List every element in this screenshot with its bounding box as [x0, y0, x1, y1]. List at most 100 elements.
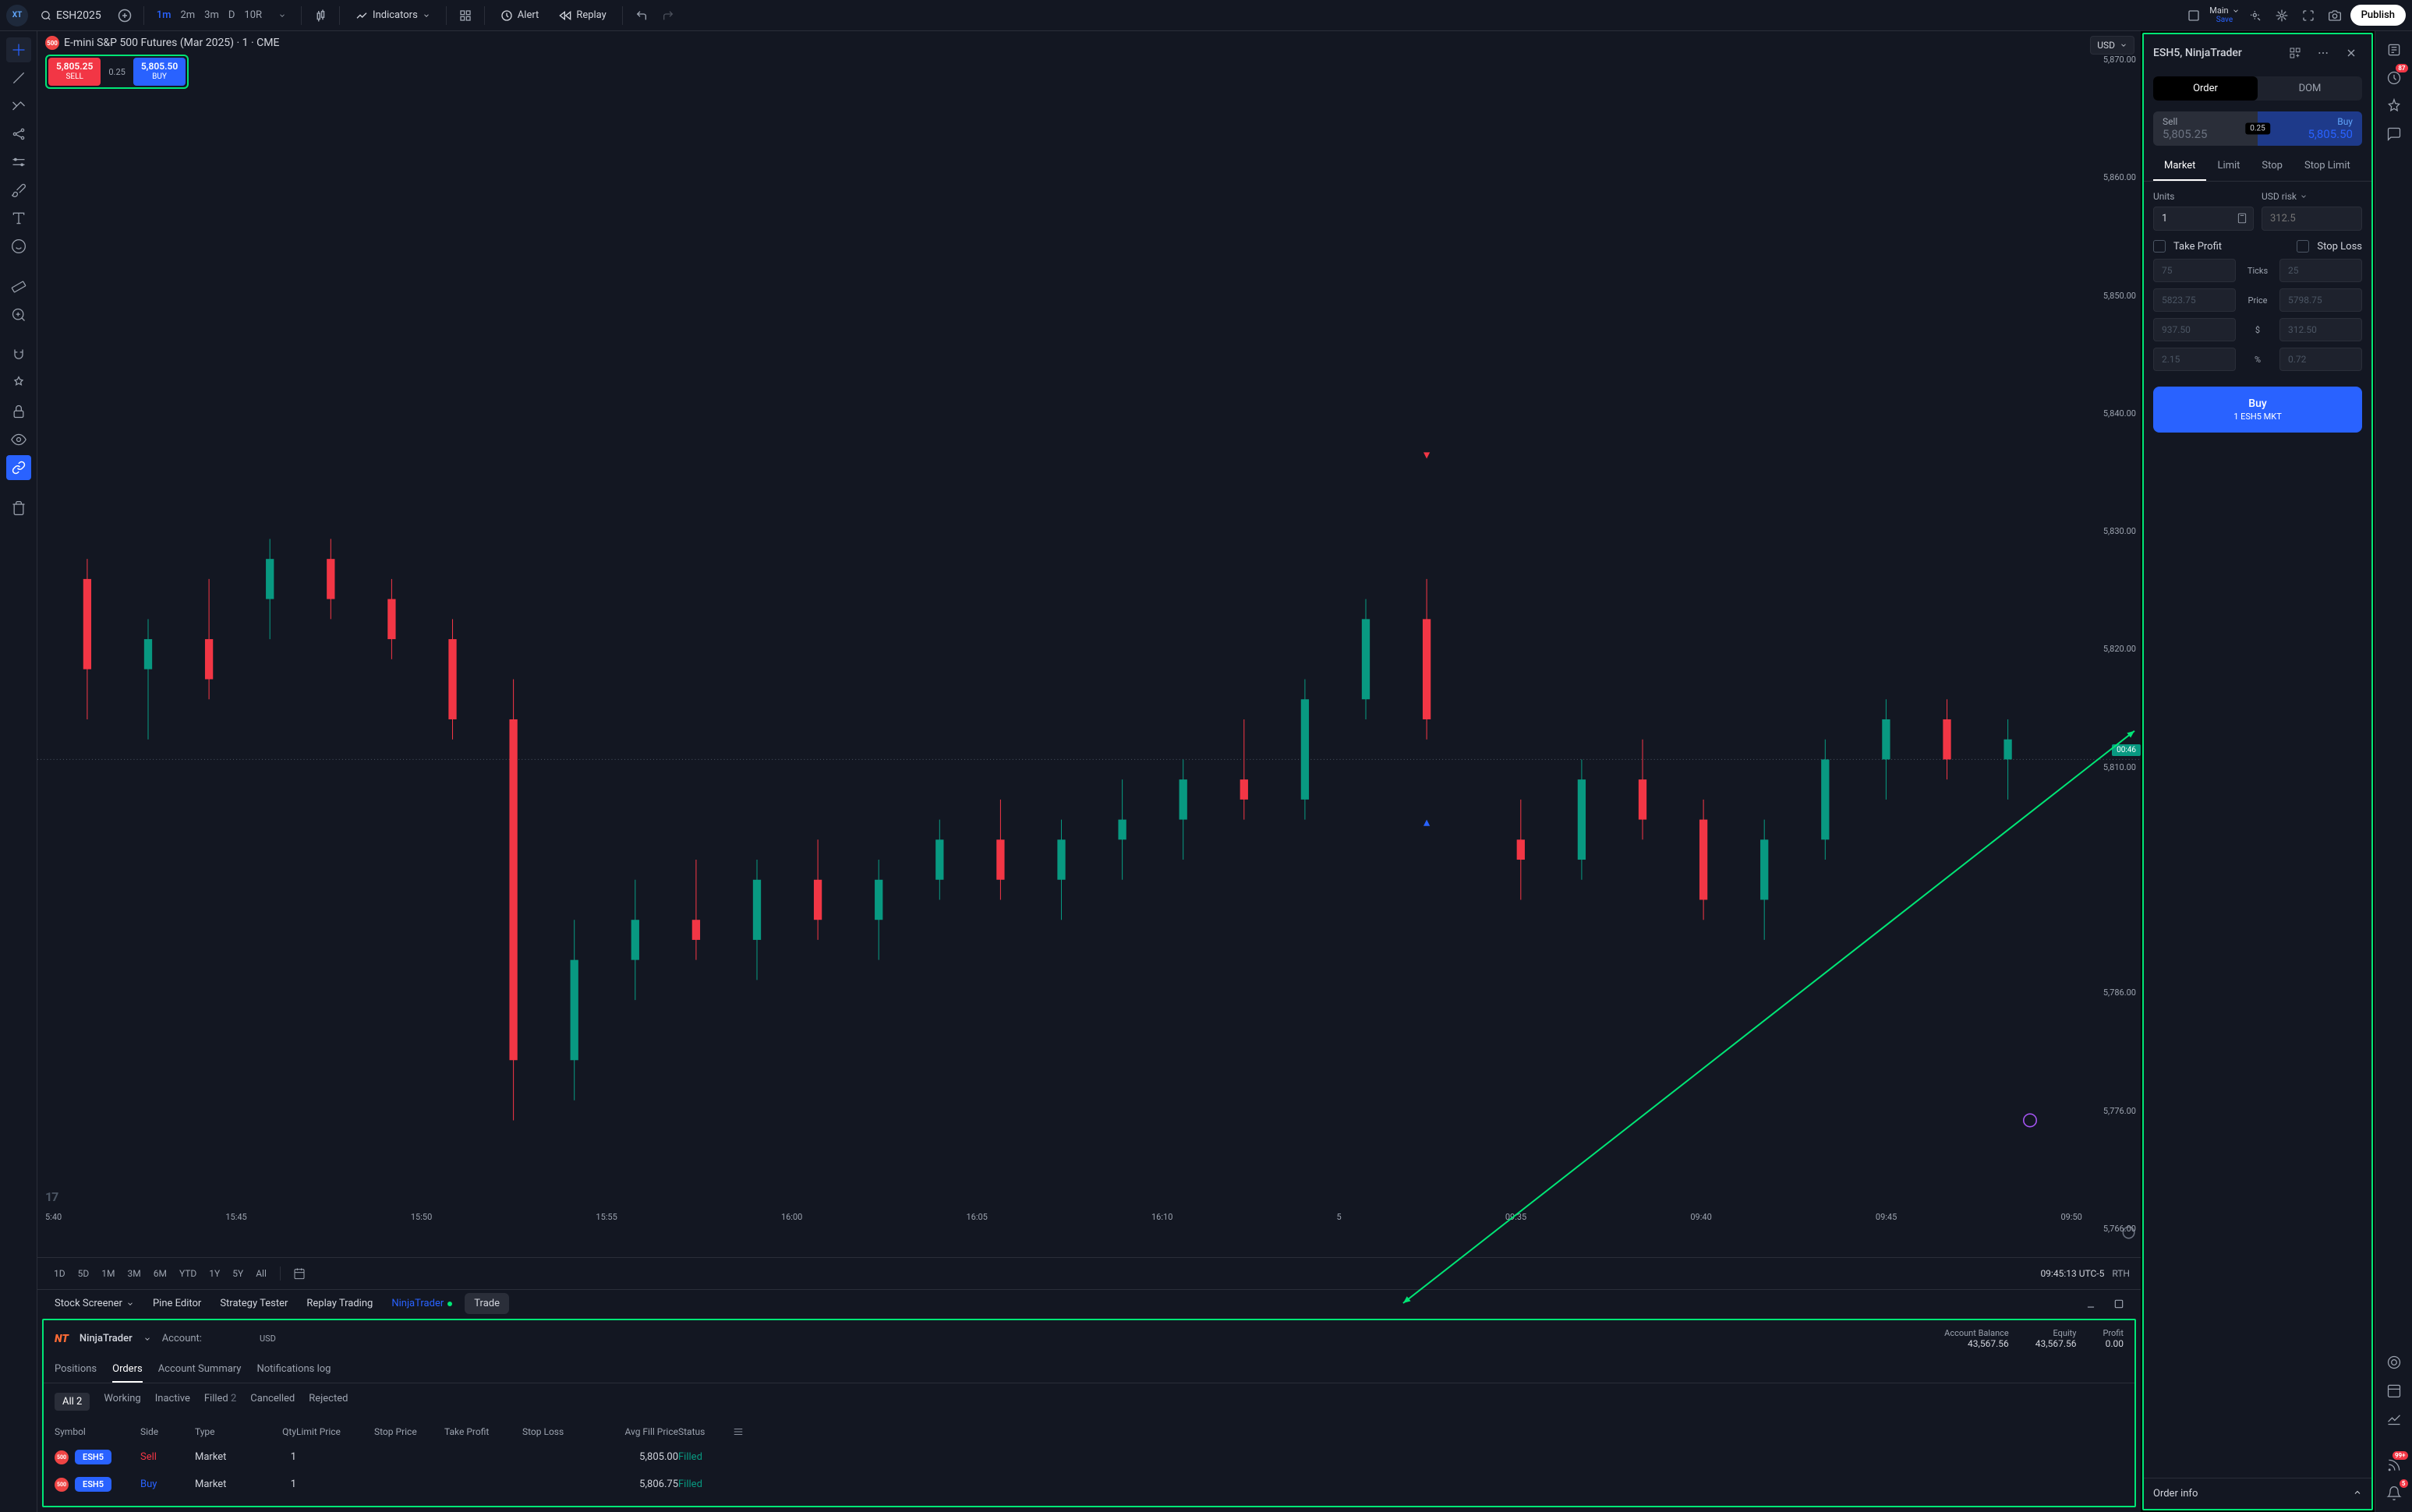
indicators-button[interactable]: Indicators [348, 6, 438, 25]
layout-grid-icon[interactable] [2183, 5, 2205, 26]
order-row[interactable]: 500ESH5 Buy Market 1 5,806.75 Filled [55, 1471, 2124, 1498]
candlestick-chart[interactable] [37, 31, 2141, 1257]
col-limit-price[interactable]: Limit Price [296, 1426, 374, 1437]
sl-input-2[interactable]: 312.50 [2279, 318, 2362, 341]
alert-button[interactable]: Alert [493, 6, 547, 25]
tab-stock-screener[interactable]: Stock Screener [48, 1293, 140, 1314]
currency-select[interactable]: USD [2090, 36, 2134, 55]
filter-working[interactable]: Working [104, 1393, 140, 1411]
broker-tab-positions[interactable]: Positions [55, 1357, 97, 1383]
symbol-search[interactable]: ESH2025 [33, 6, 109, 25]
filter-inactive[interactable]: Inactive [155, 1393, 190, 1411]
calculator-icon[interactable] [2237, 213, 2248, 224]
range-5Y[interactable]: 5Y [227, 1265, 249, 1282]
quick-search-icon[interactable] [2244, 5, 2266, 26]
col-status[interactable]: Status [678, 1426, 733, 1437]
filter-cancelled[interactable]: Cancelled [250, 1393, 295, 1411]
link-tool-icon[interactable] [6, 455, 31, 480]
layout-name[interactable]: Main Save [2209, 6, 2239, 25]
timeframe-dropdown-icon[interactable] [271, 5, 293, 26]
text-tool-icon[interactable] [6, 206, 31, 231]
order-type-stop-limit[interactable]: Stop Limit [2294, 152, 2361, 181]
trade-tab[interactable]: Trade [465, 1293, 509, 1314]
range-3M[interactable]: 3M [122, 1265, 146, 1282]
close-panel-icon[interactable] [2340, 42, 2362, 64]
price-scale[interactable]: 5,870.005,860.005,850.005,840.005,830.00… [2086, 55, 2141, 1234]
filter-rejected[interactable]: Rejected [309, 1393, 348, 1411]
tab-replay-trading[interactable]: Replay Trading [300, 1293, 379, 1314]
notifications-icon[interactable]: 5 [2382, 1481, 2407, 1506]
timeframe-1m[interactable]: 1m [152, 6, 176, 24]
risk-input[interactable] [2262, 207, 2362, 231]
gauge-icon[interactable] [2382, 1350, 2407, 1375]
chart-area[interactable]: 500 E-mini S&P 500 Futures (Mar 2025) · … [37, 31, 2141, 1257]
broker-tab-orders[interactable]: Orders [112, 1357, 143, 1383]
col-take-profit[interactable]: Take Profit [444, 1426, 522, 1437]
publish-button[interactable]: Publish [2350, 5, 2406, 26]
candle-type-icon[interactable] [309, 5, 331, 26]
emoji-tool-icon[interactable] [6, 234, 31, 259]
hotlist-icon[interactable] [2382, 94, 2407, 118]
calendar-side-icon[interactable] [2382, 1378, 2407, 1403]
risk-label[interactable]: USD risk [2262, 191, 2362, 202]
trash-tool-icon[interactable] [6, 496, 31, 521]
panel-buy-button[interactable]: Buy 5,805.50 [2258, 111, 2362, 146]
timeframe-10R[interactable]: 10R [239, 6, 267, 24]
ninjatrader-tab[interactable]: NinjaTrader [385, 1293, 458, 1314]
add-symbol-icon[interactable] [114, 5, 136, 26]
chat-icon[interactable] [2382, 122, 2407, 147]
fullscreen-icon[interactable] [2297, 5, 2319, 26]
minimize-panel-icon[interactable] [2080, 1293, 2102, 1315]
timeframe-3m[interactable]: 3m [200, 6, 224, 24]
lock-tool-icon[interactable] [6, 399, 31, 424]
order-row[interactable]: 500ESH5 Sell Market 1 5,805.00 Filled [55, 1443, 2124, 1471]
time-scale[interactable]: 5:4015:4515:5015:5516:0016:0516:10509:35… [45, 1212, 2082, 1222]
cursor-tool-icon[interactable] [6, 37, 31, 62]
undo-icon[interactable] [631, 5, 653, 26]
col-side[interactable]: Side [140, 1426, 195, 1437]
range-YTD[interactable]: YTD [174, 1265, 202, 1282]
ruler-tool-icon[interactable] [6, 274, 31, 299]
order-type-limit[interactable]: Limit [2206, 152, 2251, 181]
buy-button[interactable]: 5,805.50 BUY [133, 58, 186, 86]
col-avg-fill-price[interactable]: Avg Fill Price [592, 1426, 678, 1437]
tp-checkbox[interactable] [2153, 240, 2166, 253]
zoom-tool-icon[interactable] [6, 302, 31, 327]
timeframe-D[interactable]: D [224, 6, 240, 24]
columns-config-icon[interactable] [733, 1426, 756, 1437]
settings-gear-icon[interactable] [2271, 5, 2293, 26]
chart-title[interactable]: 500 E-mini S&P 500 Futures (Mar 2025) · … [45, 36, 279, 50]
dom-toggle[interactable]: DOM [2258, 76, 2362, 101]
order-type-market[interactable]: Market [2153, 152, 2206, 181]
app-logo[interactable]: XT [6, 5, 28, 26]
filter-filled[interactable]: Filled 2 [204, 1393, 236, 1411]
filter-all[interactable]: All 2 [55, 1393, 90, 1411]
sl-input-1[interactable]: 5798.75 [2279, 288, 2362, 312]
order-info-section[interactable]: Order info [2144, 1478, 2371, 1509]
tp-input-2[interactable]: 937.50 [2153, 318, 2236, 341]
trendline-tool-icon[interactable] [6, 65, 31, 90]
submit-buy-button[interactable]: Buy 1 ESH5 MKT [2153, 387, 2362, 433]
col-type[interactable]: Type [195, 1426, 257, 1437]
lock-drawing-icon[interactable] [6, 371, 31, 396]
range-1D[interactable]: 1D [48, 1265, 71, 1282]
sell-button[interactable]: 5,805.25 SELL [48, 58, 101, 86]
stream-icon[interactable]: 99+ [2382, 1453, 2407, 1478]
range-5D[interactable]: 5D [73, 1265, 95, 1282]
brush-tool-icon[interactable] [6, 178, 31, 203]
tab-pine-editor[interactable]: Pine Editor [147, 1293, 207, 1314]
pattern-tool-icon[interactable] [6, 122, 31, 147]
broker-tab-notifications-log[interactable]: Notifications log [256, 1357, 331, 1383]
tab-strategy-tester[interactable]: Strategy Tester [214, 1293, 294, 1314]
col-symbol[interactable]: Symbol [55, 1426, 140, 1437]
maximize-panel-icon[interactable] [2108, 1293, 2130, 1315]
broker-name[interactable]: NinjaTrader [80, 1333, 133, 1344]
panel-sell-button[interactable]: Sell 5,805.25 [2153, 111, 2258, 146]
magnet-tool-icon[interactable] [6, 343, 31, 368]
sl-input-0[interactable]: 25 [2279, 259, 2362, 282]
grid-icon[interactable] [454, 5, 476, 26]
col-stop-loss[interactable]: Stop Loss [522, 1426, 592, 1437]
add-layout-icon[interactable] [2284, 42, 2306, 64]
tp-input-3[interactable]: 2.15 [2153, 348, 2236, 371]
order-type-stop[interactable]: Stop [2251, 152, 2294, 181]
